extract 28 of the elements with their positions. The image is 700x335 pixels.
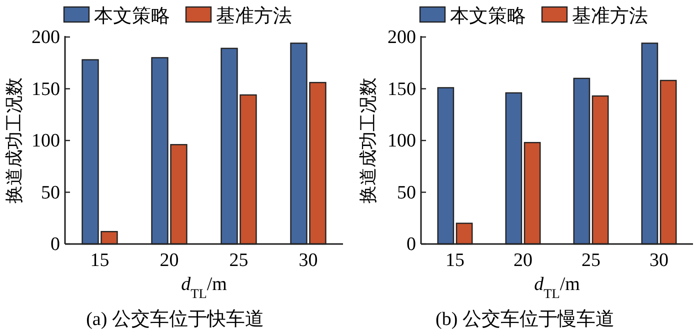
y-tick-label: 0 [406, 234, 416, 255]
x-tick-label: 30 [650, 250, 668, 271]
legend-label: 本文策略 [450, 6, 526, 27]
y-axis-title: 换道成功工况数 [4, 78, 24, 204]
x-axis-title: d$_{TL}$/m [181, 274, 228, 300]
text: (b) 公交车位于慢车道 [436, 308, 614, 330]
x-tick-label: 30 [298, 250, 318, 271]
x-axis-title: d$_{TL}$/m [534, 274, 580, 300]
legend-label: 本文策略 [94, 6, 170, 27]
y-tick-label: 50 [41, 182, 60, 204]
legend-label: 基准方法 [216, 5, 292, 27]
x-tick-label: 25 [229, 250, 248, 271]
y-tick-label: 100 [388, 130, 416, 152]
y-tick-label: 150 [388, 78, 416, 100]
legend-label: 基准方法 [572, 5, 648, 27]
y-tick-label: 200 [388, 27, 416, 48]
y-tick-label: 200 [32, 27, 60, 48]
y-tick-label: 0 [50, 234, 60, 255]
y-tick-label: 50 [397, 182, 416, 204]
y-tick-label: 100 [32, 130, 60, 152]
x-tick-label: 20 [514, 250, 532, 271]
x-tick-label: 25 [582, 250, 600, 271]
x-tick-label: 20 [160, 250, 179, 271]
x-tick-label: 15 [446, 250, 464, 271]
y-axis-title: 换道成功工况数 [358, 78, 378, 204]
text: (a) 公交车位于快车道 [86, 308, 264, 330]
x-tick-label: 15 [90, 250, 110, 271]
y-tick-label: 150 [32, 78, 60, 100]
